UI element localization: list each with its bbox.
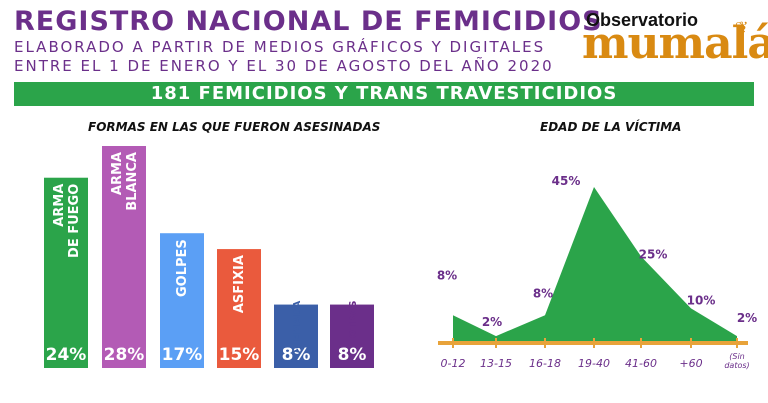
x-tick-label: 0-12 [441, 357, 466, 370]
subtitle-line-2: ENTRE EL 1 DE ENERO Y EL 30 DE AGOSTO DE… [14, 57, 554, 75]
x-tick-label: (Sin datos) [724, 352, 749, 370]
bar-4 [217, 249, 261, 368]
bar-value-label: 28% [104, 345, 145, 365]
bar-category-label: QUEMADA [292, 300, 303, 357]
bar-3 [160, 233, 204, 368]
age-area-series [453, 187, 737, 343]
total-banner: 181 FEMICIDIOS Y TRANS TRAVESTICIDIOS [14, 82, 754, 106]
point-value-label: 2% [737, 311, 757, 325]
bar-5 [274, 304, 318, 368]
point-value-label: 10% [687, 293, 716, 307]
x-tick-label: 13-15 [480, 357, 512, 370]
bar-1 [44, 177, 88, 368]
bar-value-label: 15% [219, 345, 260, 365]
point-value-label: 8% [437, 268, 457, 282]
bar-2 [102, 146, 146, 368]
x-tick-label: 41-60 [625, 357, 657, 370]
page-title: REGISTRO NACIONAL DE FEMICIDIOS [14, 6, 603, 37]
area-chart: 8% 0-12 2% 13-15 8% 16-18 45% 19-40 25% 41-60 10% +… [437, 174, 757, 370]
point-value-label: 45% [552, 174, 581, 188]
logo-observatorio-text: Observatorio [586, 10, 699, 30]
bar-chart-title: FORMAS EN LAS QUE FUERON ASESINADAS [88, 120, 381, 134]
bar-6 [330, 304, 374, 368]
area-chart-title: EDAD DE LA VÍCTIMA [540, 120, 682, 134]
point-value-label: 2% [482, 315, 502, 329]
bar-category-label: OTRAS [348, 301, 359, 339]
bar-category-label: ARMABLANCA [110, 152, 140, 211]
bar-value-label: 17% [162, 345, 203, 365]
bar-category-label: ARMADE FUEGO [52, 184, 82, 258]
point-value-label: 25% [639, 247, 668, 261]
bar-category-label: GOLPES [175, 239, 190, 297]
logo-mumala: mumalá [582, 18, 768, 69]
point-value-label: 8% [533, 286, 553, 300]
bar-value-label: 8% [338, 345, 367, 365]
x-tick-label: 19-40 [578, 357, 610, 370]
bar-value-label: 24% [46, 345, 87, 365]
x-tick-label: +60 [679, 357, 702, 370]
bar-value-label: 8% [282, 345, 311, 365]
butterfly-icon: ❦ [735, 18, 749, 37]
bar-category-label: ASFIXIA [232, 255, 247, 313]
subtitle-line-1: ELABORADO A PARTIR DE MEDIOS GRÁFICOS Y … [14, 38, 546, 56]
bar-chart: 24% ARMADE FUEGO 28% ARMABLANCA 17% GOLPES 15%… [44, 146, 374, 368]
x-tick-label: 16-18 [529, 357, 561, 370]
